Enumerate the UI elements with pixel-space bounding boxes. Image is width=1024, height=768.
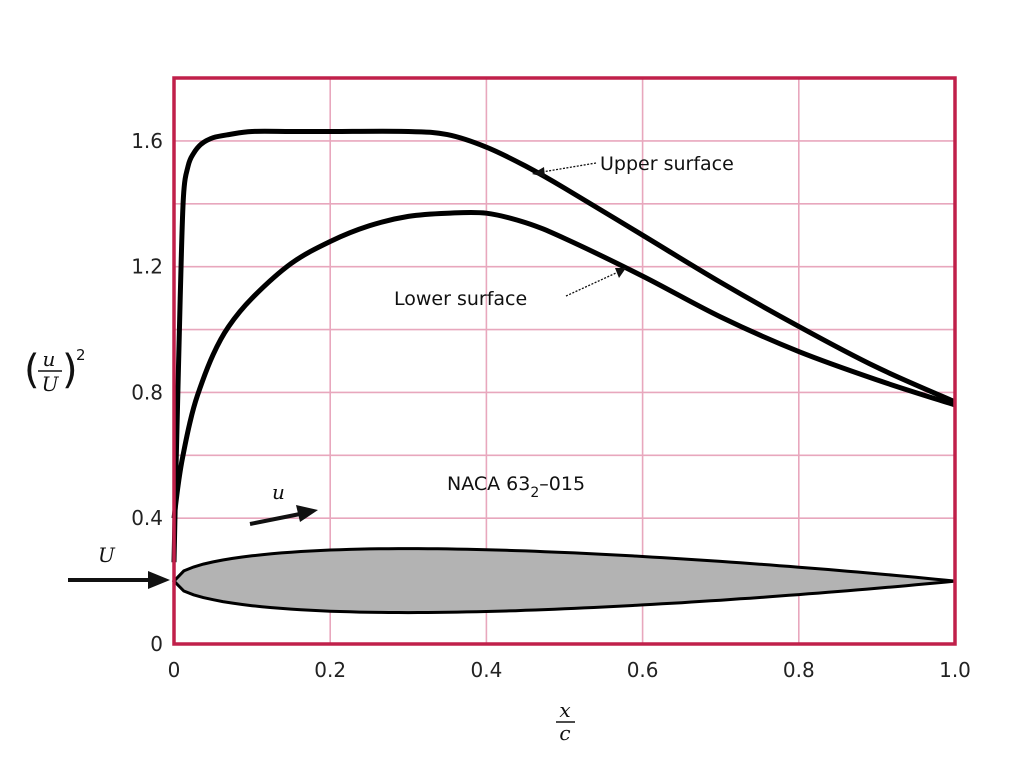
local-velocity-label: u — [272, 480, 285, 504]
lower-surface-label: Lower surface — [394, 288, 527, 310]
upper-surface-leader — [541, 162, 597, 173]
y-axis-label-exponent: 2 — [76, 346, 86, 364]
free-stream-label: U — [98, 543, 116, 567]
x-tick-label: 1.0 — [939, 658, 971, 682]
y-tick-label: 0.4 — [131, 506, 163, 530]
local-velocity-arrow-shaft — [249, 512, 301, 526]
y-tick-label: 1.2 — [131, 255, 163, 279]
y-axis-label: ( u U ) 2 — [24, 346, 86, 396]
airfoil-name-suffix: –015 — [539, 473, 585, 495]
airfoil-shape — [171, 547, 956, 615]
upper-surface-annotation: Upper surface — [532, 153, 734, 177]
y-axis-label-numerator: u — [43, 347, 56, 371]
x-axis-label: x c — [556, 698, 575, 745]
x-tick-label: 0 — [168, 658, 181, 682]
x-axis-label-denominator: c — [559, 721, 570, 745]
tick-labels: 0 0.2 0.4 0.6 0.8 1.0 0 0.4 0.8 1.2 1.6 — [131, 129, 971, 682]
x-axis-label-numerator: x — [559, 698, 570, 722]
lower-surface-arrowhead — [615, 268, 626, 278]
y-tick-label: 0 — [150, 632, 163, 656]
airfoil-section — [171, 547, 956, 615]
x-tick-label: 0.2 — [314, 658, 346, 682]
upper-surface-arrowhead — [532, 167, 545, 177]
free-stream-arrowhead — [148, 571, 170, 589]
free-stream-annotation: U — [68, 543, 170, 589]
y-tick-label: 0.8 — [131, 380, 163, 404]
series-line-upper-surface — [171, 128, 957, 563]
lower-surface-annotation: Lower surface — [394, 268, 626, 310]
local-velocity-arrowhead — [296, 505, 318, 522]
y-axis-label-left-paren: ( — [24, 347, 40, 393]
y-axis-label-right-paren: ) — [62, 347, 78, 393]
lower-surface-leader — [565, 272, 617, 297]
airfoil-name: NACA 632–015 — [447, 473, 585, 501]
upper-surface-label: Upper surface — [600, 153, 734, 175]
x-tick-label: 0.8 — [783, 658, 815, 682]
y-axis-label-denominator: U — [42, 372, 60, 396]
x-tick-label: 0.4 — [470, 658, 502, 682]
x-tick-label: 0.6 — [627, 658, 659, 682]
airfoil-designation: NACA 632–015 — [447, 473, 585, 501]
series-lines — [171, 128, 957, 563]
airfoil-name-prefix: NACA 63 — [447, 473, 530, 495]
plot-frame — [172, 76, 957, 646]
airfoil-name-subscript: 2 — [530, 485, 539, 501]
y-tick-label: 1.6 — [131, 129, 163, 153]
series-line-lower-surface — [171, 209, 956, 519]
local-velocity-annotation: u — [249, 480, 318, 526]
